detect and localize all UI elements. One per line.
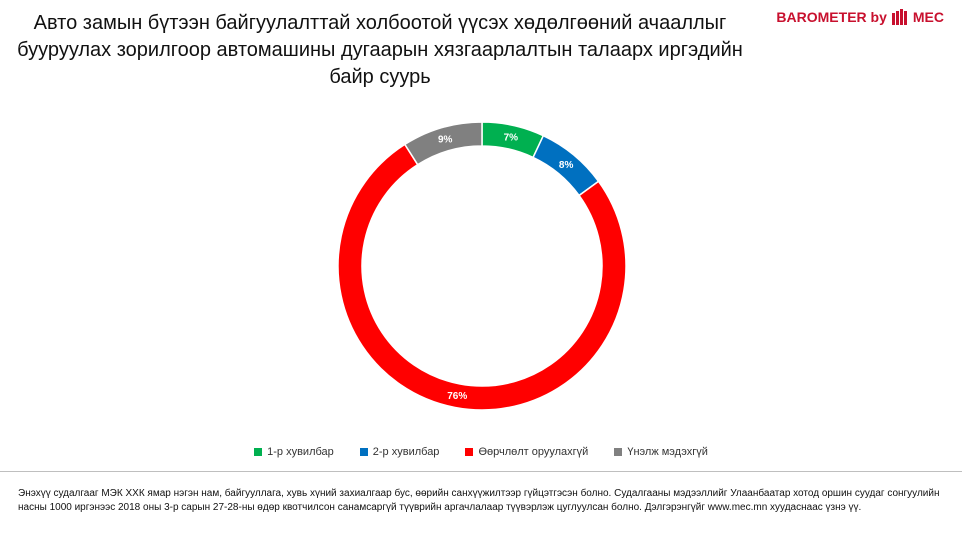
- chart-title-line-2: бууруулах зорилгоор автомашины дугаарын …: [17, 39, 743, 61]
- footer-divider: [0, 471, 962, 472]
- donut-slice-4: [403, 121, 483, 166]
- legend-swatch-4: [614, 448, 623, 456]
- legend-label-2: 2-р хувилбар: [372, 446, 440, 458]
- legend-label-4: Үнэлж мэдэхгүй: [627, 446, 708, 458]
- chart-title: Авто замын бүтээн байгуулалттай холбоото…: [0, 10, 760, 91]
- legend-label-3: Өөрчлөлт оруулахгүй: [478, 446, 589, 458]
- legend-item-4: Үнэлж мэдэхгүй: [614, 446, 708, 458]
- footnote: Энэхүү судалгааг МЭК ХХК ямар нэгэн нам,…: [18, 488, 940, 513]
- chart-title-line-1: Авто замын бүтээн байгуулалттай холбоото…: [33, 12, 727, 34]
- barometer-logo: BAROMETER by MEC: [776, 8, 944, 26]
- legend-swatch-2: [359, 448, 368, 456]
- chart-title-line-3: байр суурь: [329, 66, 431, 88]
- data-label-1: 7%: [504, 133, 519, 144]
- mec-logo-icon: [891, 9, 907, 25]
- data-label-3: 76%: [447, 391, 467, 402]
- legend-item-2: 2-р хувилбар: [359, 446, 440, 458]
- data-label-4: 9%: [438, 135, 453, 146]
- legend-swatch-3: [465, 448, 474, 456]
- data-label-2: 8%: [559, 160, 574, 171]
- chart-legend: 1-р хувилбар 2-р хувилбар Өөрчлөлт оруулах…: [0, 446, 962, 458]
- legend-label-1: 1-р хувилбар: [267, 446, 334, 458]
- legend-item-3: Өөрчлөлт оруулахгүй: [465, 446, 588, 458]
- logo-text: BAROMETER by: [776, 9, 887, 25]
- logo-brand: MEC: [912, 9, 944, 25]
- legend-item-1: 1-р хувилбар: [254, 446, 334, 458]
- donut-slice-3: [337, 143, 627, 411]
- legend-swatch-1: [254, 448, 263, 456]
